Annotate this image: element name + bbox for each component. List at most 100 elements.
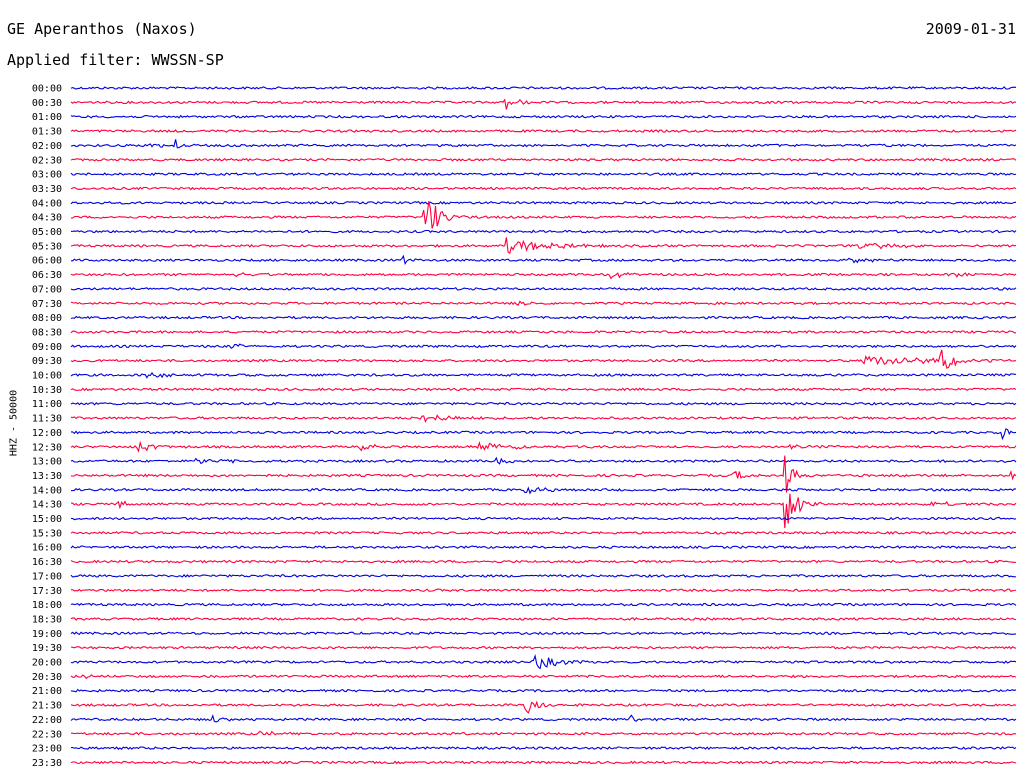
- seismic-trace: [70, 343, 1017, 350]
- seismic-trace: [70, 300, 1017, 306]
- seismic-trace: [70, 440, 1017, 453]
- seismic-trace: [71, 730, 1017, 736]
- row-time-label: 23:00: [32, 744, 62, 755]
- seismic-trace: [70, 631, 1016, 636]
- row-time-label: 06:00: [32, 256, 62, 267]
- seismic-trace: [70, 645, 1017, 650]
- row-time-label: 09:00: [32, 342, 62, 353]
- row-time-label: 09:30: [32, 356, 62, 367]
- row-time-label: 08:00: [32, 313, 62, 324]
- seismic-trace: [70, 401, 1017, 406]
- row-time-label: 19:00: [32, 629, 62, 640]
- seismic-trace: [71, 254, 1017, 265]
- row-time-label: 05:00: [32, 227, 62, 238]
- seismic-trace: [70, 229, 1017, 234]
- station-title: GE Aperanthos (Naxos): [7, 20, 197, 38]
- row-time-label: 06:30: [32, 270, 62, 281]
- seismic-trace: [70, 545, 1017, 550]
- seismic-trace: [70, 86, 1017, 90]
- row-time-label: 23:30: [32, 758, 62, 769]
- row-time-label: 17:00: [32, 571, 62, 582]
- seismic-trace: [70, 714, 1017, 723]
- row-time-label: 14:30: [32, 500, 62, 511]
- seismic-trace: [70, 602, 1017, 607]
- seismic-trace: [70, 486, 1017, 495]
- row-time-label: 22:30: [32, 729, 62, 740]
- row-time-label: 19:30: [32, 643, 62, 654]
- seismic-trace: [70, 272, 1017, 280]
- row-time-label: 10:00: [32, 371, 62, 382]
- seismic-trace: [70, 588, 1017, 593]
- row-time-label: 04:30: [32, 213, 62, 224]
- seismic-trace: [70, 746, 1017, 751]
- seismic-trace: [70, 414, 1017, 423]
- seismic-trace: [70, 157, 1017, 162]
- row-time-label: 12:00: [32, 428, 62, 439]
- seismic-trace: [70, 387, 1017, 392]
- seismic-trace: [70, 674, 1017, 680]
- record-date: 2009-01-31: [925, 20, 1016, 38]
- row-time-label: 20:00: [32, 658, 62, 669]
- row-time-label: 21:00: [32, 686, 62, 697]
- row-time-label: 11:00: [32, 399, 62, 410]
- seismic-trace: [70, 700, 1017, 714]
- row-time-label: 22:00: [32, 715, 62, 726]
- row-time-label: 14:00: [32, 485, 62, 496]
- row-time-label: 16:00: [32, 543, 62, 554]
- row-time-label: 13:30: [32, 471, 62, 482]
- row-time-label: 07:30: [32, 299, 62, 310]
- seismic-trace: [70, 760, 1017, 765]
- seismic-trace: [70, 493, 1017, 528]
- row-time-label: 20:30: [32, 672, 62, 683]
- row-time-label: 04:00: [32, 198, 62, 209]
- seismic-trace: [70, 574, 1017, 578]
- row-time-label: 00:30: [32, 98, 62, 109]
- row-time-label: 01:00: [32, 112, 62, 123]
- seismic-trace: [70, 688, 1017, 693]
- seismic-trace: [70, 455, 1017, 493]
- seismic-trace: [70, 330, 1016, 334]
- seismic-trace: [70, 114, 1017, 119]
- row-time-label: 12:30: [32, 442, 62, 453]
- seismic-trace: [70, 129, 1017, 133]
- row-time-label: 17:30: [32, 586, 62, 597]
- seismic-trace: [70, 139, 1017, 149]
- row-time-label: 18:00: [32, 600, 62, 611]
- seismic-trace: [70, 617, 1017, 621]
- seismic-trace: [70, 516, 1017, 521]
- seismic-trace: [70, 654, 1017, 670]
- seismic-trace: [70, 186, 1017, 191]
- row-time-label: 08:30: [32, 327, 62, 338]
- row-time-label: 05:30: [32, 241, 62, 252]
- row-time-label: 18:30: [32, 614, 62, 625]
- row-time-label: 15:00: [32, 514, 62, 525]
- row-time-label: 03:30: [32, 184, 62, 195]
- row-time-label: 01:30: [32, 127, 62, 138]
- seismic-trace: [70, 315, 1017, 320]
- seismic-trace: [71, 428, 1017, 441]
- row-time-label: 07:00: [32, 284, 62, 295]
- seismic-trace: [70, 172, 1017, 177]
- row-time-label: 00:00: [32, 84, 62, 95]
- seismic-trace: [70, 349, 1017, 369]
- seismic-trace: [70, 530, 1017, 535]
- seismic-trace: [70, 371, 1016, 379]
- seismic-trace: [70, 456, 1017, 465]
- row-time-label: 21:30: [32, 701, 62, 712]
- seismic-trace: [70, 200, 1017, 205]
- seismic-trace: [70, 559, 1017, 564]
- row-time-label: 10:30: [32, 385, 62, 396]
- row-time-label: 16:30: [32, 557, 62, 568]
- row-time-label: 02:30: [32, 155, 62, 166]
- row-time-label: 15:30: [32, 528, 62, 539]
- row-time-label: 11:30: [32, 414, 62, 425]
- seismic-trace: [70, 98, 1017, 110]
- seismic-trace: [70, 287, 1017, 291]
- row-time-label: 03:00: [32, 170, 62, 181]
- filter-label: Applied filter: WWSSN-SP: [7, 51, 224, 69]
- row-time-label: 02:00: [32, 141, 62, 152]
- row-time-label: 13:00: [32, 457, 62, 468]
- seismic-trace: [70, 201, 1017, 229]
- seismic-trace: [70, 237, 1017, 255]
